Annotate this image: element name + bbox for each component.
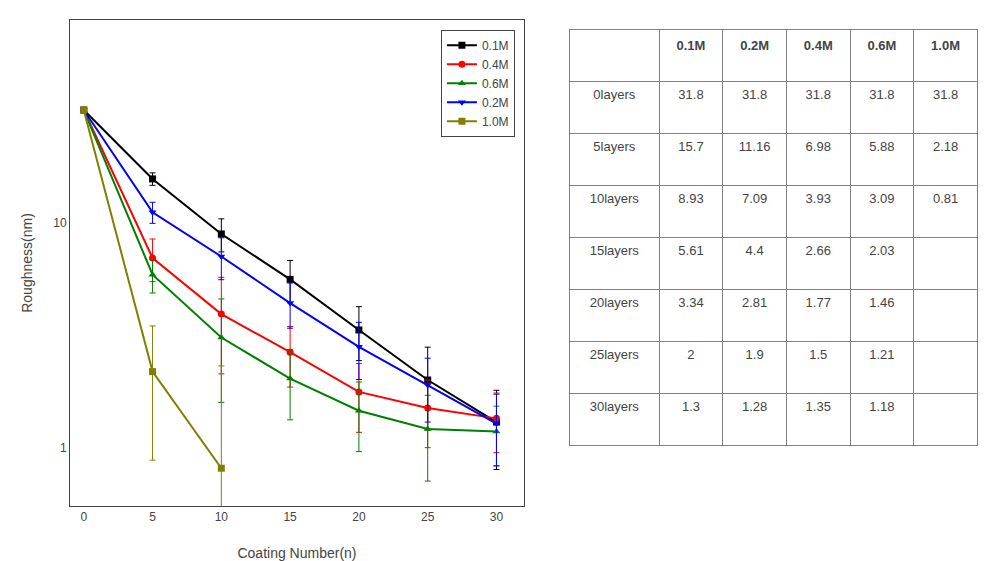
svg-text:3.09: 3.09	[869, 191, 894, 206]
svg-text:1.21: 1.21	[869, 347, 894, 362]
svg-text:8.93: 8.93	[678, 191, 703, 206]
svg-text:Coating Number(n): Coating Number(n)	[237, 545, 356, 561]
svg-text:0.6M: 0.6M	[482, 77, 509, 91]
svg-text:1.0M: 1.0M	[482, 115, 509, 129]
svg-text:0.2M: 0.2M	[740, 38, 769, 53]
svg-text:7.09: 7.09	[742, 191, 767, 206]
svg-text:5: 5	[149, 510, 156, 524]
svg-text:1.0M: 1.0M	[931, 38, 960, 53]
svg-text:5.61: 5.61	[678, 243, 703, 258]
svg-text:0.4M: 0.4M	[804, 38, 833, 53]
svg-text:0.1M: 0.1M	[677, 38, 706, 53]
svg-text:31.8: 31.8	[806, 87, 831, 102]
svg-text:10layers: 10layers	[590, 191, 640, 206]
svg-text:25layers: 25layers	[590, 347, 640, 362]
svg-text:1.35: 1.35	[806, 399, 831, 414]
svg-text:31.8: 31.8	[933, 87, 958, 102]
svg-text:Roughness(nm): Roughness(nm)	[19, 213, 35, 313]
svg-text:2.81: 2.81	[742, 295, 767, 310]
svg-text:1.77: 1.77	[806, 295, 831, 310]
svg-text:1.9: 1.9	[746, 347, 764, 362]
svg-text:0.81: 0.81	[933, 191, 958, 206]
svg-text:1.5: 1.5	[809, 347, 827, 362]
svg-text:4.4: 4.4	[746, 243, 764, 258]
svg-text:1: 1	[60, 441, 67, 455]
svg-text:25: 25	[421, 510, 435, 524]
svg-text:30layers: 30layers	[590, 399, 640, 414]
svg-text:2.18: 2.18	[933, 139, 958, 154]
svg-text:0.4M: 0.4M	[482, 58, 509, 72]
svg-text:20layers: 20layers	[590, 295, 640, 310]
svg-text:30: 30	[490, 510, 504, 524]
svg-text:15.7: 15.7	[678, 139, 703, 154]
svg-text:15: 15	[283, 510, 297, 524]
svg-text:1.28: 1.28	[742, 399, 767, 414]
svg-text:1.46: 1.46	[869, 295, 894, 310]
svg-text:0.6M: 0.6M	[867, 38, 896, 53]
svg-text:2.03: 2.03	[869, 243, 894, 258]
svg-text:11.16: 11.16	[739, 139, 771, 154]
svg-text:5layers: 5layers	[593, 139, 635, 154]
svg-text:5.88: 5.88	[869, 139, 894, 154]
svg-text:15layers: 15layers	[590, 243, 640, 258]
svg-text:0: 0	[80, 510, 87, 524]
svg-text:10: 10	[53, 216, 67, 230]
svg-text:3.34: 3.34	[678, 295, 703, 310]
svg-text:1.3: 1.3	[682, 399, 700, 414]
svg-text:0.2M: 0.2M	[482, 96, 509, 110]
svg-text:2: 2	[687, 347, 694, 362]
svg-text:0.1M: 0.1M	[482, 39, 509, 53]
svg-text:20: 20	[352, 510, 366, 524]
svg-text:31.8: 31.8	[678, 87, 703, 102]
svg-text:1.18: 1.18	[869, 399, 894, 414]
svg-text:31.8: 31.8	[742, 87, 767, 102]
svg-text:0layers: 0layers	[593, 87, 635, 102]
svg-text:6.98: 6.98	[806, 139, 831, 154]
svg-text:31.8: 31.8	[869, 87, 894, 102]
svg-text:10: 10	[215, 510, 229, 524]
svg-text:2.66: 2.66	[806, 243, 831, 258]
svg-text:3.93: 3.93	[806, 191, 831, 206]
